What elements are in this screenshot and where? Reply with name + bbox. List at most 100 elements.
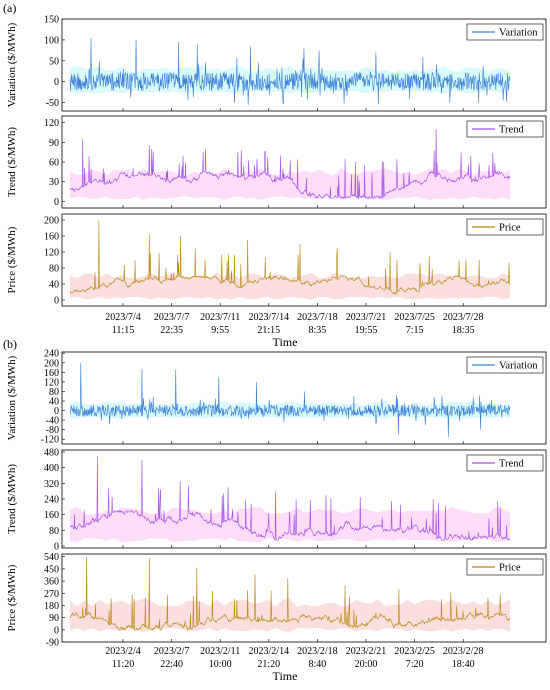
y-tick: 50 <box>49 56 65 67</box>
y-axis-label: Trend ($/MWh) <box>6 464 18 535</box>
y-tick-label: 0 <box>54 406 59 417</box>
x-tick-label-time: 22:35 <box>160 325 183 336</box>
y-tick: 270 <box>44 589 65 600</box>
y-tick: 40 <box>49 396 65 407</box>
y-tick: 150 <box>44 15 65 26</box>
subplot-trend: 0 80 160 240 320 400 480 Trend ($/MWh) Trend <box>6 447 547 553</box>
x-tick-label-time: 10:00 <box>209 659 232 670</box>
legend: Price <box>466 558 544 576</box>
y-tick-label: 0 <box>54 542 59 553</box>
y-tick-label: 200 <box>44 216 59 227</box>
legend-box <box>466 558 544 576</box>
legend-box <box>466 23 544 41</box>
plot-frame <box>61 213 547 307</box>
y-tick-label: 400 <box>44 463 59 474</box>
legend-label: Variation <box>499 28 538 39</box>
y-tick-label: 450 <box>44 564 59 575</box>
x-tick-label-date: 2023/2/28 <box>443 646 484 657</box>
y-tick-label: 320 <box>44 479 59 490</box>
y-tick: 320 <box>44 479 65 490</box>
y-tick-label: 100 <box>44 35 59 46</box>
panel-label: (a) <box>3 1 16 15</box>
legend-box <box>466 454 544 472</box>
panel-label: (b) <box>3 337 17 351</box>
y-tick: -80 <box>46 425 65 436</box>
y-tick-label: 80 <box>49 387 59 398</box>
series-line-trend <box>69 455 511 542</box>
y-tick: 120 <box>44 118 65 129</box>
y-tick: 160 <box>44 368 65 379</box>
y-tick-label: -80 <box>46 425 59 436</box>
x-tick-label: 2023/7/21 19:55 <box>346 312 387 336</box>
y-tick: 80 <box>49 526 65 537</box>
y-tick-label: 160 <box>44 368 59 379</box>
x-tick-label: 2023/7/7 22:35 <box>154 312 190 336</box>
y-axis-label: Price ($/MWh) <box>6 564 18 631</box>
x-tick-label-time: 7:20 <box>406 659 424 670</box>
y-tick-label: 160 <box>44 232 59 243</box>
y-tick-label: 480 <box>44 447 59 458</box>
y-tick-label: 270 <box>44 589 59 600</box>
y-tick: 60 <box>49 158 65 169</box>
y-tick-label: 240 <box>44 495 59 506</box>
y-tick: 120 <box>44 248 65 259</box>
x-tick-label-time: 21:15 <box>257 325 280 336</box>
legend-label: Trend <box>499 459 524 470</box>
x-tick-label-date: 2023/2/21 <box>346 646 387 657</box>
y-axis-label: Variation ($/MWh) <box>6 355 18 440</box>
series-line-price <box>69 219 511 295</box>
figure-a: (a) -50 0 50 100 150 Variation ($/MWh) Variatio… <box>3 1 547 349</box>
x-tick-label-time: 8:40 <box>309 659 327 670</box>
y-tick: 240 <box>44 495 65 506</box>
series-line-trend <box>69 129 511 199</box>
x-tick-label-time: 8:35 <box>309 325 327 336</box>
y-axis-label: Variation ($/MWh) <box>6 22 18 107</box>
y-tick-label: 150 <box>44 15 59 26</box>
x-tick-label: 2023/2/14 21:20 <box>249 646 290 670</box>
y-tick-label: 180 <box>44 601 59 612</box>
y-tick: 240 <box>44 349 65 360</box>
series-line-price <box>69 556 511 631</box>
x-tick-label: 2023/7/4 11:15 <box>105 312 141 336</box>
x-tick-label-time: 18:35 <box>452 325 475 336</box>
x-tick-label-time: 9:55 <box>211 325 229 336</box>
y-tick-label: 80 <box>49 264 59 275</box>
legend-box <box>466 120 544 138</box>
y-tick-label: 50 <box>49 56 59 67</box>
y-tick-label: -120 <box>41 435 59 446</box>
x-tick-label: 2023/2/11 10:00 <box>200 646 240 670</box>
y-tick-label: -40 <box>46 416 59 427</box>
series-line-variation <box>69 362 511 437</box>
y-tick: 120 <box>44 377 65 388</box>
x-tick-label-date: 2023/2/11 <box>200 646 240 657</box>
x-tick-label-time: 11:15 <box>112 325 134 336</box>
y-tick-label: 90 <box>49 613 59 624</box>
y-tick: 360 <box>44 577 65 588</box>
legend-box <box>466 356 544 374</box>
subplot-variation: -50 0 50 100 150 Variation ($/MWh) Variation <box>6 15 547 112</box>
legend-label: Price <box>499 563 521 574</box>
x-axis-label: Time <box>273 335 298 349</box>
y-tick: 0 <box>54 542 65 553</box>
x-tick-label: 2023/2/25 7:20 <box>394 646 435 670</box>
y-tick: 100 <box>44 35 65 46</box>
y-tick: 90 <box>49 138 65 149</box>
x-tick-label: 2023/7/25 7:15 <box>394 312 435 336</box>
x-tick-label: 2023/7/14 21:15 <box>249 312 290 336</box>
y-tick: 0 <box>54 625 65 636</box>
legend-box <box>466 218 544 236</box>
legend-label: Price <box>499 223 521 234</box>
x-tick-label-date: 2023/7/14 <box>249 312 290 323</box>
legend: Variation <box>466 356 544 374</box>
x-tick-label-time: 11:20 <box>112 659 134 670</box>
y-tick: 200 <box>44 216 65 227</box>
y-tick: 0 <box>54 406 65 417</box>
legend: Variation <box>466 23 544 41</box>
y-tick-label: 30 <box>49 177 59 188</box>
y-tick: 90 <box>49 613 65 624</box>
figure-b: (b)-120-80-4004080120160200240Variation … <box>3 337 547 683</box>
